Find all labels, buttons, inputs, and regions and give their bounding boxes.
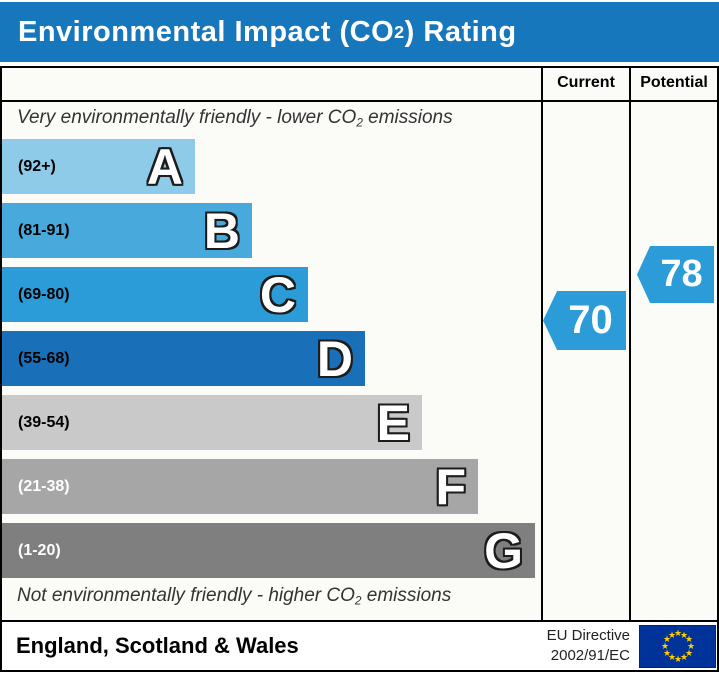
band-d-range: (55-68) — [18, 349, 70, 367]
band-b: (81-91) B — [2, 203, 252, 259]
current-rating-value: 70 — [568, 298, 613, 342]
top-note-suffix: emissions — [362, 107, 453, 128]
top-note-text: Very environmentally friendly - lower CO — [17, 107, 357, 128]
band-e-letter: E — [376, 395, 410, 451]
region-label: England, Scotland & Wales — [16, 633, 299, 658]
potential-rating-value: 78 — [660, 253, 703, 295]
band-d: (55-68) D — [2, 331, 365, 387]
eu-star-icon: ★ — [679, 630, 689, 640]
band-e: (39-54) E — [2, 395, 422, 451]
bottom-scale-note: Not environmentally friendly - higher CO… — [17, 585, 451, 607]
footer: England, Scotland & Wales EU Directive 2… — [0, 622, 719, 672]
eu-directive-line2: 2002/91/EC — [550, 647, 630, 664]
band-f-letter: F — [435, 459, 466, 515]
band-c-letter: C — [259, 267, 296, 323]
eu-star-icon: ★ — [684, 648, 694, 658]
band-f-range: (21-38) — [18, 477, 70, 495]
band-a-range: (92+) — [18, 157, 56, 175]
eu-flag-icon: ★ ★ ★ ★ ★ ★ ★ ★ ★ ★ ★ ★ — [639, 625, 716, 668]
band-c: (69-80) C — [2, 267, 308, 323]
eu-star-icon: ★ — [684, 634, 694, 644]
eu-star-icon: ★ — [662, 648, 672, 658]
page-title: Environmental Impact (CO 2) Rating — [0, 2, 719, 62]
eu-directive-label: EU Directive 2002/91/EC — [472, 626, 630, 666]
band-b-letter: B — [203, 203, 240, 259]
potential-rating-arrow: 78 — [637, 246, 714, 303]
eu-star-icon: ★ — [673, 654, 683, 664]
eu-star-icon: ★ — [667, 652, 677, 662]
band-g-range: (1-20) — [18, 541, 61, 559]
band-b-range: (81-91) — [18, 221, 70, 239]
bottom-note-text: Not environmentally friendly - higher CO — [17, 585, 355, 606]
eu-star-icon: ★ — [660, 641, 670, 651]
top-scale-note: Very environmentally friendly - lower CO… — [17, 107, 453, 129]
top-note-subscript: 2 — [356, 116, 363, 130]
eu-star-icon: ★ — [686, 641, 696, 651]
eu-directive-line1: EU Directive — [546, 627, 630, 644]
band-c-range: (69-80) — [18, 285, 70, 303]
current-rating-arrow: 70 — [543, 291, 626, 350]
eu-star-icon: ★ — [673, 628, 683, 638]
band-d-letter: D — [316, 331, 353, 387]
eu-star-icon: ★ — [667, 630, 677, 640]
bottom-note-subscript: 2 — [354, 594, 362, 608]
bottom-note-suffix: emissions — [361, 585, 452, 606]
title-subscript: 2 — [394, 21, 405, 42]
title-text-post: ) Rating — [404, 15, 517, 48]
band-g-letter: G — [484, 523, 523, 579]
potential-column-header: Potential — [640, 74, 708, 91]
title-text-pre: Environmental Impact (CO — [18, 15, 395, 48]
eu-star-icon: ★ — [662, 634, 672, 644]
band-g: (1-20) G — [2, 523, 535, 579]
current-column-header: Current — [557, 74, 615, 91]
header-row-divider — [0, 100, 719, 102]
band-f: (21-38) F — [2, 459, 478, 515]
band-a: (92+) A — [2, 139, 195, 195]
column-divider-current — [541, 66, 543, 622]
eu-star-icon: ★ — [679, 652, 689, 662]
column-divider-potential — [629, 66, 631, 622]
band-e-range: (39-54) — [18, 413, 70, 431]
band-a-letter: A — [146, 139, 183, 195]
